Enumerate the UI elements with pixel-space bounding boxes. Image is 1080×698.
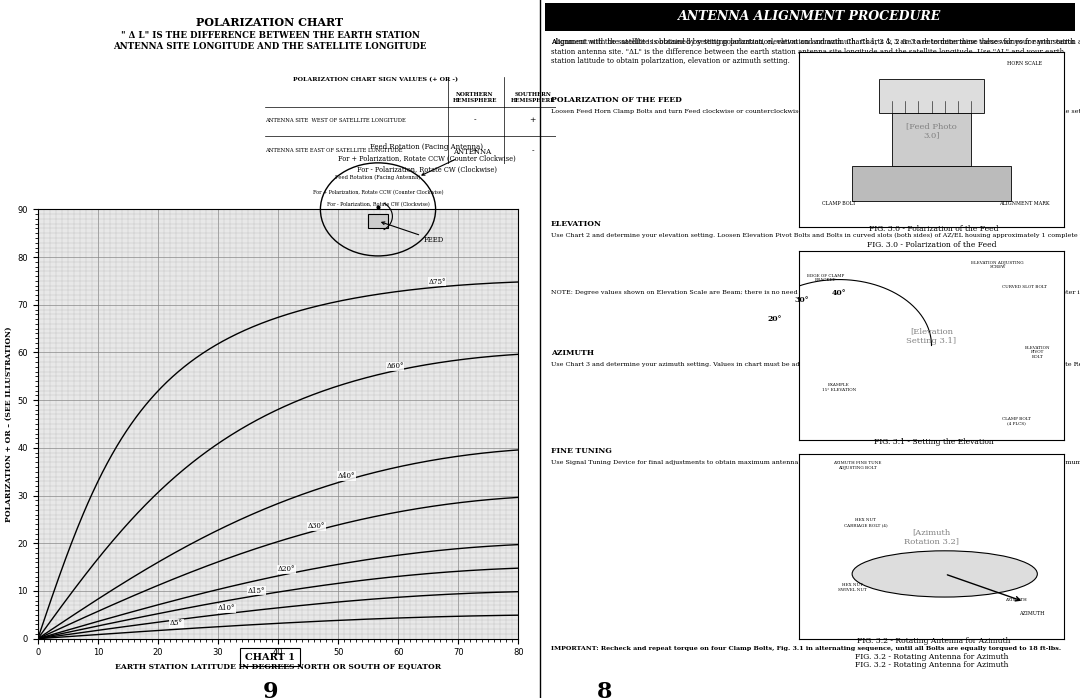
- Text: Feed Rotation (Facing Antenna): Feed Rotation (Facing Antenna): [335, 174, 421, 180]
- Text: NOTE: Degree values shown on Elevation Scale are Beam; there is no need to compe: NOTE: Degree values shown on Elevation S…: [551, 290, 1080, 295]
- Text: ANTENNA: ANTENNA: [422, 147, 491, 175]
- Text: CHART 1: CHART 1: [245, 653, 295, 662]
- Text: Alignment with the satellite is obtained by setting polarization, elevation and : Alignment with the satellite is obtained…: [551, 38, 1075, 65]
- Text: +: +: [529, 117, 536, 124]
- Text: -: -: [531, 147, 535, 155]
- Text: ANTENNA SITE EAST OF SATELLITE LONGITUDE: ANTENNA SITE EAST OF SATELLITE LONGITUDE: [265, 149, 402, 154]
- Text: ELEVATION
PIVOT
BOLT: ELEVATION PIVOT BOLT: [1025, 346, 1050, 359]
- Text: Δ75°: Δ75°: [429, 278, 446, 285]
- Text: FIG. 3.0 - Polarization of the Feed: FIG. 3.0 - Polarization of the Feed: [867, 241, 996, 248]
- Text: AZIMUTH FINE TUNE
ADJUSTING BOLT: AZIMUTH FINE TUNE ADJUSTING BOLT: [834, 461, 881, 470]
- Text: Δ10°: Δ10°: [218, 604, 235, 612]
- Text: For + Polarization, Rotate CCW (Counter Clockwise): For + Polarization, Rotate CCW (Counter …: [338, 155, 515, 163]
- Text: Δ20°: Δ20°: [279, 565, 296, 574]
- Text: HEX NUT
CARRIAGE BOLT (4): HEX NUT CARRIAGE BOLT (4): [843, 519, 887, 527]
- Text: NORTHERN
HEMISPHERE: NORTHERN HEMISPHERE: [453, 93, 497, 103]
- Bar: [879, 79, 985, 113]
- Text: Δ15°: Δ15°: [248, 586, 266, 595]
- Text: For - Polarization, Rotate CW (Clockwise): For - Polarization, Rotate CW (Clockwise…: [356, 166, 497, 174]
- Text: Alignment with the satellite is obtained by setting polarization, elevation and : Alignment with the satellite is obtained…: [551, 38, 1080, 46]
- Text: CURVED SLOT BOLT: CURVED SLOT BOLT: [1001, 285, 1047, 289]
- Text: 30°: 30°: [795, 296, 809, 304]
- Text: Use Chart 3 and determine your azimuth setting. Values in chart must be adjusted: Use Chart 3 and determine your azimuth s…: [551, 362, 1080, 367]
- Text: 9: 9: [262, 681, 278, 698]
- Text: POLARIZATION CHART SIGN VALUES (+ OR -): POLARIZATION CHART SIGN VALUES (+ OR -): [293, 77, 458, 82]
- Text: ANTENNA SITE LONGITUDE AND THE SATELLITE LONGITUDE: ANTENNA SITE LONGITUDE AND THE SATELLITE…: [113, 42, 427, 51]
- Text: CLAMP BOLT: CLAMP BOLT: [822, 201, 855, 206]
- Text: POLARIZATION OF THE FEED: POLARIZATION OF THE FEED: [551, 96, 681, 104]
- Text: 8: 8: [597, 681, 612, 698]
- Text: HEX NUT
SWIVEL NUT: HEX NUT SWIVEL NUT: [838, 584, 866, 592]
- Text: [Feed Photo
3.0]: [Feed Photo 3.0]: [906, 122, 957, 140]
- Text: Use Chart 2 and determine your elevation setting. Loosen Elevation Pivot Bolts a: Use Chart 2 and determine your elevation…: [551, 232, 1080, 238]
- Text: ELEVATION ADJUSTING
SCREW: ELEVATION ADJUSTING SCREW: [971, 260, 1024, 269]
- Text: Use Signal Tuning Device for final adjustments to obtain maximum antenna perform: Use Signal Tuning Device for final adjus…: [551, 459, 1080, 465]
- Text: FIG. 3.2 - Rotating Antenna for Azimuth: FIG. 3.2 - Rotating Antenna for Azimuth: [858, 637, 1011, 645]
- Bar: [892, 113, 971, 166]
- Text: AZIMUTH: AZIMUTH: [1020, 611, 1044, 616]
- Bar: [852, 166, 1011, 201]
- Text: FEED: FEED: [382, 222, 444, 244]
- X-axis label: EARTH STATION LATITUDE IN DEGREES NORTH OR SOUTH OF EQUATOR: EARTH STATION LATITUDE IN DEGREES NORTH …: [116, 662, 441, 669]
- FancyBboxPatch shape: [367, 214, 389, 228]
- Text: Δ5°: Δ5°: [170, 619, 183, 628]
- Text: For - Polarization, Rotate CW (Clockwise): For - Polarization, Rotate CW (Clockwise…: [326, 202, 430, 207]
- Text: Loosen Feed Horn Clamp Bolts and turn Feed clockwise or counterclockwise, depend: Loosen Feed Horn Clamp Bolts and turn Fe…: [551, 109, 1080, 114]
- Text: FIG. 3.0 - Polarization of the Feed: FIG. 3.0 - Polarization of the Feed: [869, 225, 999, 233]
- Text: ELEVATION: ELEVATION: [551, 220, 602, 228]
- Ellipse shape: [852, 551, 1037, 597]
- Text: CLAMP BOLT
(4 PLCS): CLAMP BOLT (4 PLCS): [1002, 417, 1030, 426]
- Text: -: -: [473, 117, 476, 124]
- Text: Δ30°: Δ30°: [308, 522, 325, 530]
- Text: POLARIZATION CHART: POLARIZATION CHART: [197, 17, 343, 29]
- Text: HORN SCALE: HORN SCALE: [1007, 61, 1042, 66]
- Text: IMPORTANT: Recheck and repeat torque on four Clamp Bolts, Fig. 3.1 in alternatin: IMPORTANT: Recheck and repeat torque on …: [551, 646, 1061, 651]
- Text: 20°: 20°: [768, 315, 782, 323]
- Text: ANTENNA ALIGNMENT PROCEDURE: ANTENNA ALIGNMENT PROCEDURE: [678, 10, 942, 22]
- Text: FINE TUNING: FINE TUNING: [551, 447, 611, 454]
- Text: Δ60°: Δ60°: [387, 362, 404, 371]
- FancyArrowPatch shape: [947, 575, 1020, 601]
- Text: 40°: 40°: [832, 289, 847, 297]
- Text: +: +: [471, 147, 477, 155]
- Text: FIG. 3.2 - Rotating Antenna for Azimuth: FIG. 3.2 - Rotating Antenna for Azimuth: [854, 653, 1009, 662]
- FancyBboxPatch shape: [545, 3, 1075, 31]
- Text: For + Polarization, Rotate CCW (Counter Clockwise): For + Polarization, Rotate CCW (Counter …: [313, 190, 443, 195]
- Text: SOUTHERN
HEMISPHERE: SOUTHERN HEMISPHERE: [511, 93, 555, 103]
- Text: FIG. 3.2 - Rotating Antenna for Azimuth: FIG. 3.2 - Rotating Antenna for Azimuth: [854, 661, 1009, 669]
- Text: EDGE OF CLAMP
BRACKET: EDGE OF CLAMP BRACKET: [807, 274, 845, 283]
- Text: Feed Rotation (Facing Antenna): Feed Rotation (Facing Antenna): [370, 143, 483, 151]
- Text: ALIGNMENT MARK: ALIGNMENT MARK: [999, 201, 1050, 206]
- Text: AZIMUTH: AZIMUTH: [551, 349, 594, 357]
- Text: Δ40°: Δ40°: [338, 472, 355, 480]
- Text: " Δ L" IS THE DIFFERENCE BETWEEN THE EARTH STATION: " Δ L" IS THE DIFFERENCE BETWEEN THE EAR…: [121, 31, 419, 40]
- Text: [Elevation
Setting 3.1]: [Elevation Setting 3.1]: [906, 327, 957, 345]
- Text: FIG. 3.1 - Setting the Elevation: FIG. 3.1 - Setting the Elevation: [872, 455, 991, 463]
- Text: FIG. 3.1 - Setting the Elevation: FIG. 3.1 - Setting the Elevation: [875, 438, 994, 446]
- Text: [Azimuth
Rotation 3.2]: [Azimuth Rotation 3.2]: [904, 528, 959, 546]
- Text: AZIMUTH: AZIMUTH: [1005, 598, 1027, 602]
- Text: ANTENNA SITE  WEST OF SATELLITE LONGITUDE: ANTENNA SITE WEST OF SATELLITE LONGITUDE: [265, 118, 405, 123]
- Text: EXAMPLE
15° ELEVATION: EXAMPLE 15° ELEVATION: [822, 383, 856, 392]
- Y-axis label: POLARIZATION + OR – (SEE ILLUSTRATION): POLARIZATION + OR – (SEE ILLUSTRATION): [5, 326, 13, 522]
